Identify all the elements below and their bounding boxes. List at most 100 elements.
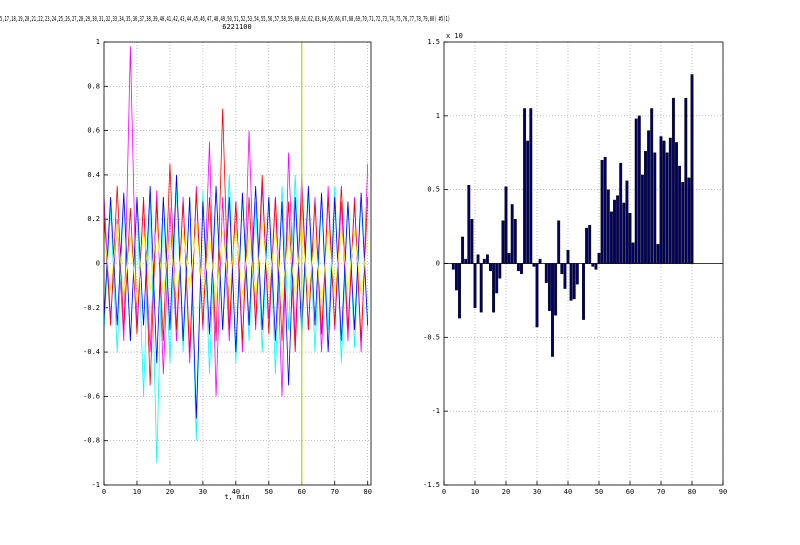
bar (547, 263, 551, 311)
bar (609, 211, 613, 264)
bar (681, 182, 685, 264)
x-tick-label: 50 (595, 488, 603, 496)
chart-subtitle: 6221100 (222, 23, 252, 31)
y-tick-label: -0.8 (83, 437, 100, 445)
bar (498, 263, 502, 279)
y-tick-label: 0.6 (87, 127, 100, 135)
bar (535, 263, 539, 328)
y-tick-label: 1.5 (427, 38, 440, 46)
x-tick-label: 90 (719, 488, 727, 496)
y-tick-label: 1 (436, 112, 440, 120)
x-tick-label: 20 (502, 488, 510, 496)
chart-title: 5,17,18,19,20,21,22,23,24,25,26,27,28,29… (0, 15, 450, 23)
axes-frame (443, 41, 724, 486)
x-tick-label: 30 (199, 488, 207, 496)
bar (628, 213, 632, 264)
x-tick-label: 60 (298, 488, 306, 496)
x-tick-label: 40 (564, 488, 572, 496)
bar (653, 152, 657, 264)
bar (532, 263, 536, 267)
bar (560, 263, 564, 275)
bar (489, 263, 492, 272)
bar (544, 263, 548, 283)
bar (479, 263, 483, 313)
x-tick-label: 60 (626, 488, 634, 496)
bar (690, 74, 694, 264)
bar (606, 189, 610, 264)
bar (687, 177, 691, 264)
y-tick-label: -1 (432, 407, 440, 415)
bar (684, 97, 688, 264)
bar (613, 199, 616, 264)
bar (495, 263, 499, 294)
x-tick-label: 70 (657, 488, 665, 496)
bar (563, 263, 567, 289)
data-line (104, 174, 369, 419)
bar (520, 263, 523, 275)
bar (470, 218, 474, 264)
y-tick-label: 0 (436, 260, 440, 268)
bar (631, 242, 635, 264)
y-tick-label: -0.6 (83, 392, 100, 400)
y-tick-label: -0.4 (83, 348, 100, 356)
bar (678, 165, 682, 264)
bar (451, 263, 455, 270)
bar (507, 252, 511, 264)
bar (461, 236, 465, 264)
y-tick-label: 1 (96, 38, 100, 46)
bar (600, 159, 604, 264)
x-tick-label: 50 (265, 488, 273, 496)
bar (501, 220, 505, 264)
bar (588, 224, 592, 264)
data-line (104, 223, 369, 304)
bar (656, 244, 660, 264)
bar (585, 227, 589, 264)
x-tick-label: 0 (102, 488, 106, 496)
bar (523, 108, 527, 264)
axes-frame (103, 41, 372, 486)
bar (647, 130, 651, 264)
y-tick-label: 0.2 (87, 215, 100, 223)
y-tick-label: -0.5 (423, 333, 440, 341)
x-axis-label: t, min (224, 493, 249, 501)
bar (467, 185, 471, 264)
bar (538, 258, 542, 264)
bar (650, 108, 654, 264)
bar (637, 115, 641, 264)
x-tick-label: 20 (166, 488, 174, 496)
bar (603, 156, 607, 264)
bar (569, 263, 573, 301)
bar (458, 263, 461, 319)
bar (668, 137, 672, 264)
y-tick-label: -0.2 (83, 304, 100, 312)
bar (582, 263, 585, 320)
bar (594, 263, 598, 270)
bar (482, 258, 486, 264)
bar (513, 218, 517, 264)
bar (510, 204, 514, 264)
bar (675, 142, 678, 264)
y-tick-label: 0 (96, 260, 100, 268)
bar (662, 140, 666, 264)
bar (529, 108, 533, 264)
bar (554, 263, 558, 316)
bar (454, 263, 458, 291)
bar (634, 118, 638, 264)
x-tick-label: 10 (471, 488, 479, 496)
bar (504, 186, 508, 264)
bar (619, 162, 623, 264)
bar (464, 258, 468, 264)
bar (473, 263, 477, 308)
bar (557, 220, 561, 264)
y-multiplier: x 10 (446, 32, 463, 40)
x-tick-label: 40 (232, 488, 240, 496)
bar (485, 254, 489, 264)
bar (526, 140, 530, 264)
y-tick-label: 0.5 (427, 186, 440, 194)
bar (659, 136, 663, 264)
x-tick-label: 80 (363, 488, 371, 496)
bar (572, 263, 576, 300)
bar (566, 250, 570, 264)
data-line (104, 108, 369, 386)
